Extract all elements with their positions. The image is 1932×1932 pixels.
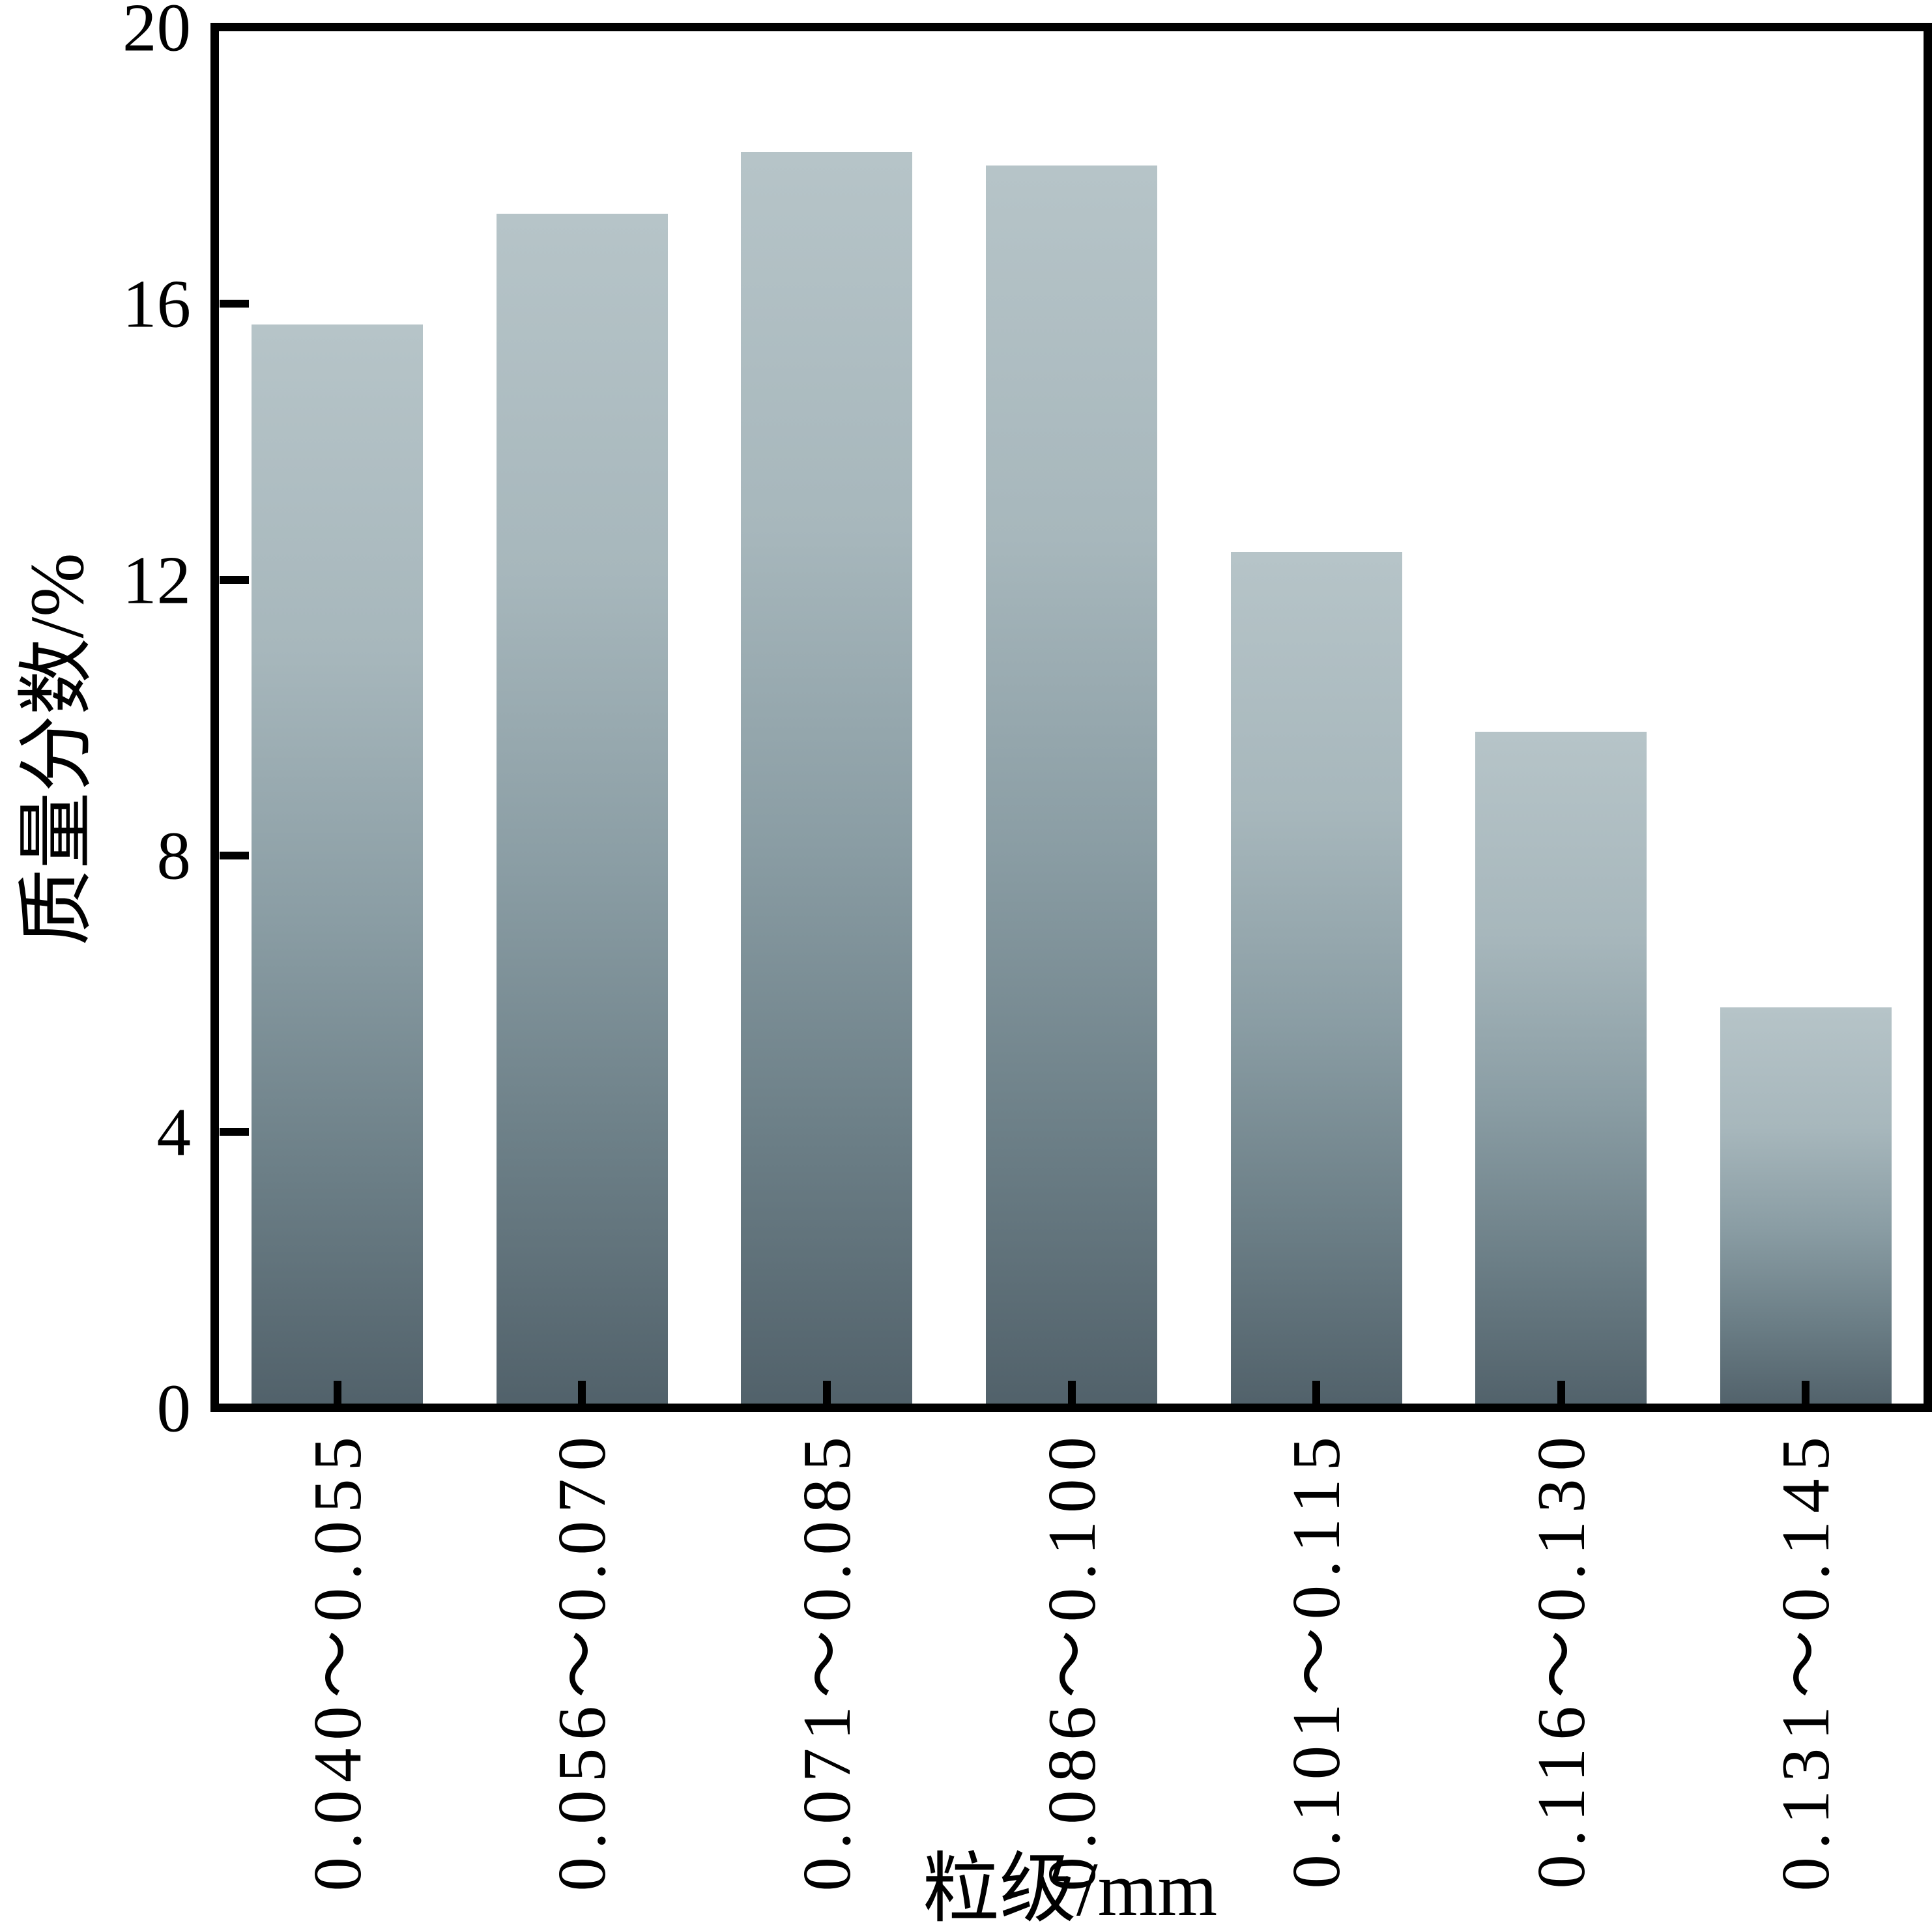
x-tick-4 xyxy=(1067,1381,1076,1408)
y-tick-8 xyxy=(220,852,249,860)
x-tick-6 xyxy=(1557,1381,1565,1408)
y-tick-label-4: 4 xyxy=(156,1093,192,1170)
bar-2 xyxy=(496,214,668,1408)
bar-1 xyxy=(252,324,424,1408)
y-tick-label-8: 8 xyxy=(156,817,192,894)
x-tick-label-6: 0.116～0.130 xyxy=(1522,1429,1599,1889)
x-tick-label-7: 0.131～0.145 xyxy=(1767,1429,1844,1892)
x-tick-label-5: 0.101～0.115 xyxy=(1278,1429,1355,1889)
x-tick-7 xyxy=(1802,1381,1810,1408)
x-tick-2 xyxy=(578,1381,586,1408)
y-tick-label-16: 16 xyxy=(123,265,191,342)
y-tick-label-0: 0 xyxy=(156,1370,192,1447)
x-tick-3 xyxy=(822,1381,831,1408)
x-tick-1 xyxy=(333,1381,341,1408)
bar-4 xyxy=(986,165,1157,1408)
x-tick-label-2: 0.056～0.070 xyxy=(543,1429,620,1892)
y-tick-16 xyxy=(220,299,249,308)
y-tick-label-12: 12 xyxy=(123,541,191,618)
bar-3 xyxy=(741,151,913,1408)
y-axis-title: 质量分数/% xyxy=(14,553,100,946)
y-tick-12 xyxy=(220,575,249,584)
bar-7 xyxy=(1720,1007,1892,1408)
bar-5 xyxy=(1230,552,1402,1408)
x-tick-5 xyxy=(1312,1381,1321,1408)
x-axis-title: 粒级/mm xyxy=(922,1847,1218,1932)
x-tick-label-3: 0.071～0.085 xyxy=(788,1429,865,1892)
x-tick-label-4: 0.086～0.100 xyxy=(1033,1429,1110,1892)
x-tick-label-1: 0.040～0.055 xyxy=(298,1429,375,1892)
y-tick-label-20: 20 xyxy=(123,0,191,66)
bar-6 xyxy=(1475,731,1647,1408)
y-tick-4 xyxy=(220,1128,249,1136)
